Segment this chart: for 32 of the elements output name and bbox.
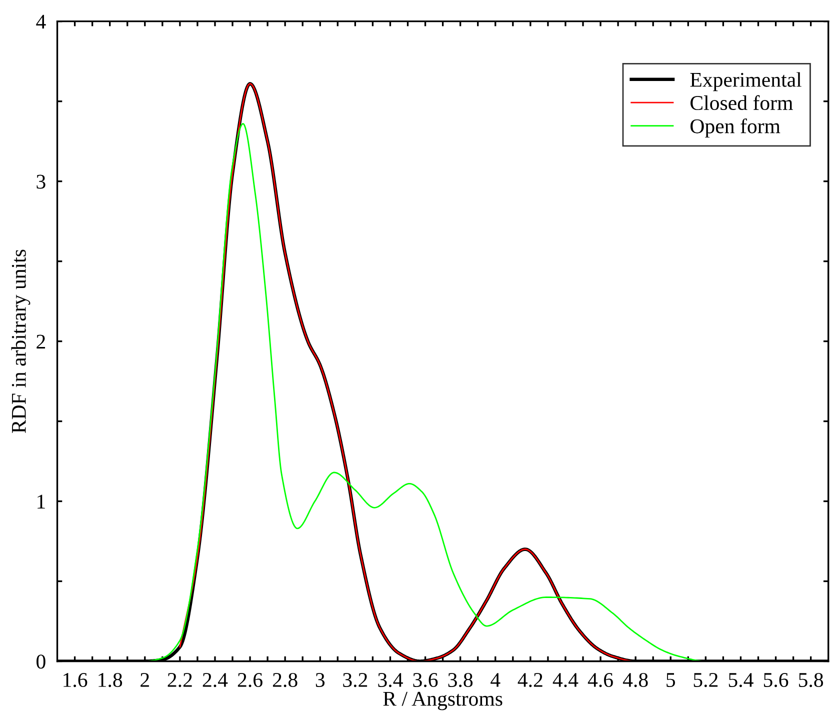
legend-label: Closed form bbox=[690, 95, 793, 110]
x-tick-label: 4.6 bbox=[588, 673, 613, 688]
x-tick-label: 2.4 bbox=[202, 673, 228, 688]
x-tick-label: 5.4 bbox=[728, 673, 754, 688]
x-tick-label: 3 bbox=[316, 673, 325, 688]
x-tick-label: 1.8 bbox=[98, 672, 122, 688]
x-tick-label: 2.6 bbox=[238, 673, 262, 688]
y-tick-label: 1 bbox=[38, 494, 45, 508]
y-tick-label: 2 bbox=[36, 334, 46, 349]
x-tick-label: 3.2 bbox=[343, 673, 368, 688]
x-tick-label: 4.8 bbox=[622, 672, 648, 688]
x-tick-label: 5.2 bbox=[694, 673, 718, 688]
x-tick-label: 3.8 bbox=[448, 672, 473, 688]
y-tick-label: 4 bbox=[36, 14, 46, 29]
x-axis-title: R / Angstroms bbox=[383, 692, 502, 710]
x-tick-label: 3.6 bbox=[413, 673, 438, 688]
x-tick-label: 5.6 bbox=[764, 673, 788, 688]
y-axis-title: RDF in arbitrary units bbox=[11, 250, 30, 433]
x-tick-label: 1.6 bbox=[64, 673, 88, 688]
x-tick-label: 3.4 bbox=[378, 673, 403, 688]
x-tick-label: 5 bbox=[666, 673, 676, 688]
y-tick-label: 3 bbox=[36, 174, 46, 189]
legend-label: Open form bbox=[690, 118, 780, 138]
x-tick-label: 5.8 bbox=[799, 672, 824, 688]
x-tick-label: 4.4 bbox=[552, 673, 578, 688]
legend-label: Experimental bbox=[690, 72, 802, 92]
x-tick-label: 4.2 bbox=[518, 673, 542, 688]
x-tick-label: 2.2 bbox=[168, 673, 192, 688]
x-tick-label: 2.8 bbox=[272, 672, 298, 688]
x-tick-label: 2 bbox=[140, 673, 149, 687]
y-tick-label: 0 bbox=[36, 654, 46, 669]
x-tick-label: 4 bbox=[490, 673, 500, 687]
